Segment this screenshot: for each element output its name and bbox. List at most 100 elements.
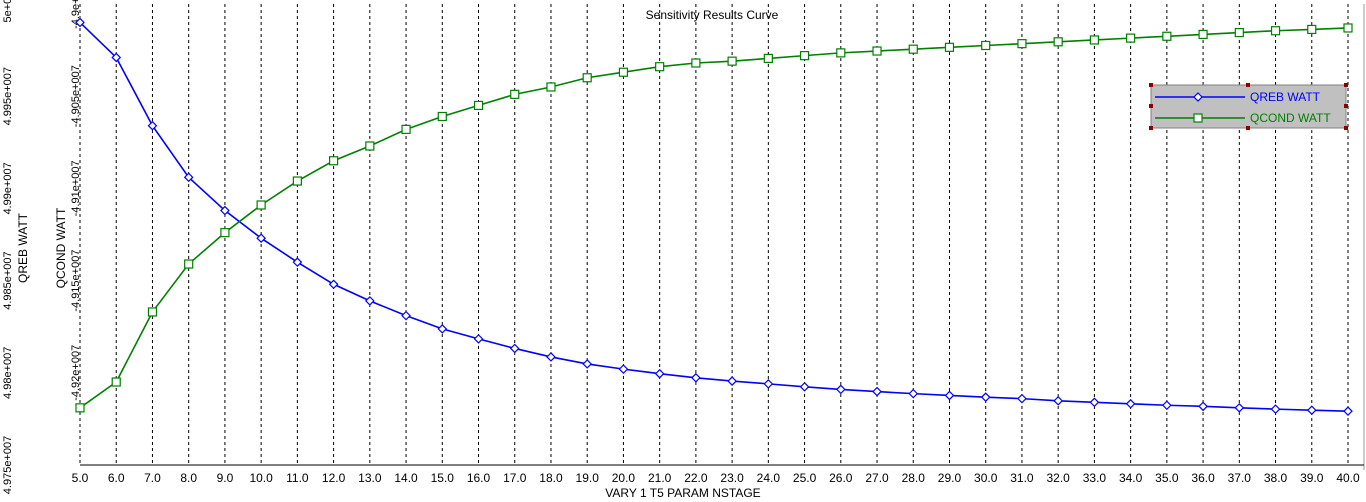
data-point-qreb bbox=[1017, 393, 1027, 404]
legend-handle bbox=[1149, 126, 1153, 130]
data-point-qreb bbox=[1089, 397, 1100, 408]
data-point-qcond bbox=[1343, 23, 1353, 33]
data-point-qcond bbox=[763, 53, 773, 63]
data-point-qcond bbox=[75, 403, 85, 413]
legend-handle bbox=[1246, 83, 1250, 87]
x-tick-label: 21.0 bbox=[648, 471, 672, 485]
data-point-qcond bbox=[908, 44, 918, 54]
x-tick-label: 17.0 bbox=[503, 471, 527, 485]
y-right-tick-label: -4.905e+007 bbox=[70, 65, 82, 127]
data-point-qcond bbox=[981, 40, 991, 51]
data-point-qcond bbox=[799, 51, 810, 61]
chart-title: Sensitivity Results Curve bbox=[646, 8, 779, 22]
data-point-qcond bbox=[691, 58, 701, 68]
x-tick-label: 14.0 bbox=[394, 471, 418, 485]
data-point-qreb bbox=[509, 343, 520, 354]
x-tick-label: 18.0 bbox=[539, 471, 563, 485]
data-point-qcond bbox=[1198, 29, 1208, 40]
data-point-qcond bbox=[836, 48, 846, 58]
x-tick-label: 24.0 bbox=[757, 471, 781, 485]
x-tick-label: 38.0 bbox=[1264, 471, 1288, 485]
data-point-qcond bbox=[365, 141, 375, 151]
data-point-qreb bbox=[1162, 400, 1172, 411]
data-point-qreb bbox=[799, 381, 810, 392]
x-tick-label: 30.0 bbox=[974, 471, 998, 485]
x-tick-label: 35.0 bbox=[1155, 471, 1179, 485]
data-point-qcond bbox=[147, 307, 158, 317]
x-tick-label: 16.0 bbox=[467, 471, 491, 485]
data-point-qcond bbox=[473, 100, 484, 111]
data-point-qreb bbox=[546, 352, 556, 362]
data-point-qreb bbox=[582, 359, 593, 369]
data-point-qreb bbox=[944, 390, 955, 401]
x-tick-label: 8.0 bbox=[180, 471, 197, 485]
data-point-qreb bbox=[872, 386, 882, 397]
data-point-qcond bbox=[184, 259, 194, 269]
y-right-tick-label: -4.915e+007 bbox=[70, 250, 82, 312]
x-tick-label: 5.0 bbox=[72, 471, 89, 485]
x-tick-label: 37.0 bbox=[1228, 471, 1252, 485]
data-point-qreb bbox=[1125, 398, 1136, 409]
x-tick-label: 20.0 bbox=[612, 471, 636, 485]
legend-resize-handles[interactable] bbox=[1149, 83, 1348, 130]
data-point-qreb bbox=[1234, 402, 1245, 413]
x-tick-labels: 5.0 6.0 7.0 8.0 9.0 10.0 11.0 12.0 13.0 14.0 15.0 1… bbox=[72, 471, 1360, 485]
data-point-qcond bbox=[582, 73, 592, 83]
x-tick-label: 19.0 bbox=[576, 471, 600, 485]
data-point-qcond bbox=[655, 62, 665, 72]
data-point-qcond bbox=[618, 67, 629, 77]
legend-handle bbox=[1344, 126, 1348, 130]
y-left-tick-label: 4.975e+007 bbox=[2, 436, 14, 494]
data-point-qcond bbox=[1126, 33, 1136, 43]
data-point-qcond bbox=[510, 89, 520, 99]
data-point-qreb bbox=[111, 52, 122, 63]
x-axis-label: VARY 1 T5 PARAM NSTAGE bbox=[605, 486, 760, 500]
series-line-qcond bbox=[79, 27, 1349, 409]
x-tick-label: 34.0 bbox=[1119, 471, 1143, 485]
data-point-qreb bbox=[908, 388, 919, 399]
x-tick-label: 22.0 bbox=[684, 471, 708, 485]
x-tick-label: 11.0 bbox=[286, 471, 309, 485]
data-point-qcond bbox=[1089, 35, 1100, 45]
y-right-tick-labels: -4.92e+007 -4.915e+007 -4.91e+007 -4.905e+0… bbox=[70, 0, 82, 401]
legend[interactable]: QREB WATT QCOND WATT bbox=[1149, 83, 1348, 130]
data-point-qcond bbox=[727, 56, 737, 66]
data-point-qcond bbox=[256, 200, 266, 210]
legend-handle bbox=[1246, 126, 1250, 130]
legend-marker-qreb bbox=[1193, 92, 1203, 102]
data-point-qreb bbox=[401, 310, 411, 321]
data-point-qcond bbox=[111, 377, 121, 387]
data-point-qreb bbox=[183, 172, 194, 183]
legend-marker-qcond bbox=[1193, 113, 1203, 123]
x-tick-label: 28.0 bbox=[902, 471, 926, 485]
data-point-qcond bbox=[1017, 39, 1027, 49]
y-left-tick-label: 5e+007 bbox=[2, 0, 14, 23]
y-left-axis-label: QREB WATT bbox=[16, 212, 30, 283]
data-point-qreb bbox=[364, 296, 375, 306]
data-point-qreb bbox=[1053, 395, 1064, 406]
legend-label-qreb: QREB WATT bbox=[1250, 90, 1321, 104]
data-point-qreb bbox=[292, 257, 303, 268]
data-point-qreb bbox=[763, 379, 774, 389]
data-point-qreb bbox=[328, 279, 339, 290]
data-point-qcond bbox=[220, 228, 230, 238]
x-tick-label: 39.0 bbox=[1300, 471, 1324, 485]
y-left-tick-label: 4.995e+007 bbox=[2, 67, 14, 125]
data-point-qcond bbox=[1053, 37, 1063, 47]
data-point-qreb bbox=[691, 372, 701, 383]
x-tick-label: 27.0 bbox=[865, 471, 889, 485]
data-point-qreb bbox=[727, 376, 737, 386]
data-point-qreb bbox=[1343, 406, 1353, 417]
legend-handle bbox=[1344, 104, 1348, 108]
x-tick-label: 13.0 bbox=[358, 471, 382, 485]
x-tick-label: 32.0 bbox=[1046, 471, 1070, 485]
legend-handle bbox=[1149, 83, 1153, 87]
data-point-qcond bbox=[1234, 27, 1244, 38]
data-point-qreb bbox=[256, 233, 266, 244]
x-tick-label: 23.0 bbox=[720, 471, 744, 485]
series-layer bbox=[75, 17, 1353, 417]
data-point-qreb bbox=[835, 384, 846, 395]
data-point-qcond bbox=[872, 46, 882, 56]
